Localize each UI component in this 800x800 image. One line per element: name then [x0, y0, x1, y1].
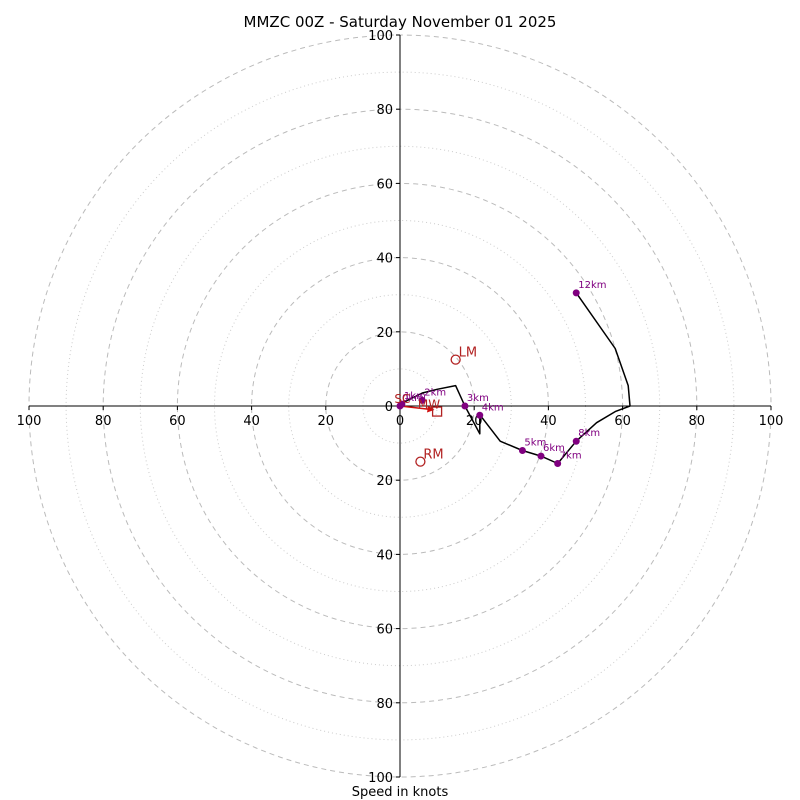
hodograph-trace — [399, 292, 631, 465]
height-label-3km: 3km — [467, 393, 489, 404]
height-label-8km: 8km — [578, 428, 600, 439]
x-tick-label: 80 — [95, 414, 112, 429]
shear-vector-arrow — [399, 405, 435, 413]
x-tick-label: 60 — [169, 414, 186, 429]
rm-label: RM — [423, 448, 443, 463]
hodograph-trace-group — [399, 292, 631, 465]
height-point-5km — [518, 447, 526, 455]
height-label-7km: 7km — [560, 451, 582, 462]
y-tick-label: 0 — [385, 400, 393, 415]
chart-title: MMZC 00Z - Saturday November 01 2025 — [244, 13, 557, 31]
x-tick-label: 80 — [689, 414, 706, 429]
y-tick-label: 100 — [368, 771, 393, 786]
y-tick-label: 60 — [376, 177, 393, 192]
height-point-8km — [572, 437, 580, 445]
x-tick-label: 100 — [17, 414, 42, 429]
height-point-3km — [461, 402, 469, 410]
height-point-4km — [476, 411, 484, 419]
y-tick-label: 40 — [376, 252, 393, 267]
y-tick-label: 100 — [368, 29, 393, 44]
height-label-1km: 1km — [404, 391, 426, 402]
height-point-1km — [398, 400, 406, 408]
y-tick-label: 20 — [376, 326, 393, 341]
x-tick-label: 0 — [396, 414, 404, 429]
x-tick-label: 60 — [614, 414, 631, 429]
x-axis-label: Speed in knots — [352, 785, 449, 800]
x-tick-label: 40 — [243, 414, 260, 429]
lm-label: LM — [459, 346, 477, 361]
y-tick-label: 20 — [376, 474, 393, 489]
height-label-0km: 0km — [402, 393, 424, 404]
height-label-12km: 12km — [578, 280, 606, 291]
storm-motion-markers: LM RM MW SC — [394, 346, 477, 467]
x-tick-label: 40 — [540, 414, 557, 429]
height-label-2km: 2km — [424, 387, 446, 398]
y-tick-label: 80 — [376, 103, 393, 118]
height-point-2km — [418, 396, 426, 404]
x-tick-label: 100 — [759, 414, 784, 429]
height-point-7km — [554, 460, 562, 468]
height-label-5km: 5km — [524, 438, 546, 449]
y-tick-label: 60 — [376, 623, 393, 638]
height-point-12km — [572, 289, 580, 297]
y-tick-label: 40 — [376, 548, 393, 563]
y-tick-label: 80 — [376, 697, 393, 712]
mw-marker — [431, 406, 443, 417]
mw-label: MW — [418, 398, 440, 412]
sc-label: SC — [394, 392, 410, 406]
height-label-4km: 4km — [482, 402, 504, 413]
lm-marker — [450, 354, 461, 365]
x-tick-label: 20 — [318, 414, 335, 429]
height-label-6km: 6km — [543, 443, 565, 454]
rm-marker — [415, 456, 426, 467]
height-point-6km — [537, 452, 545, 460]
